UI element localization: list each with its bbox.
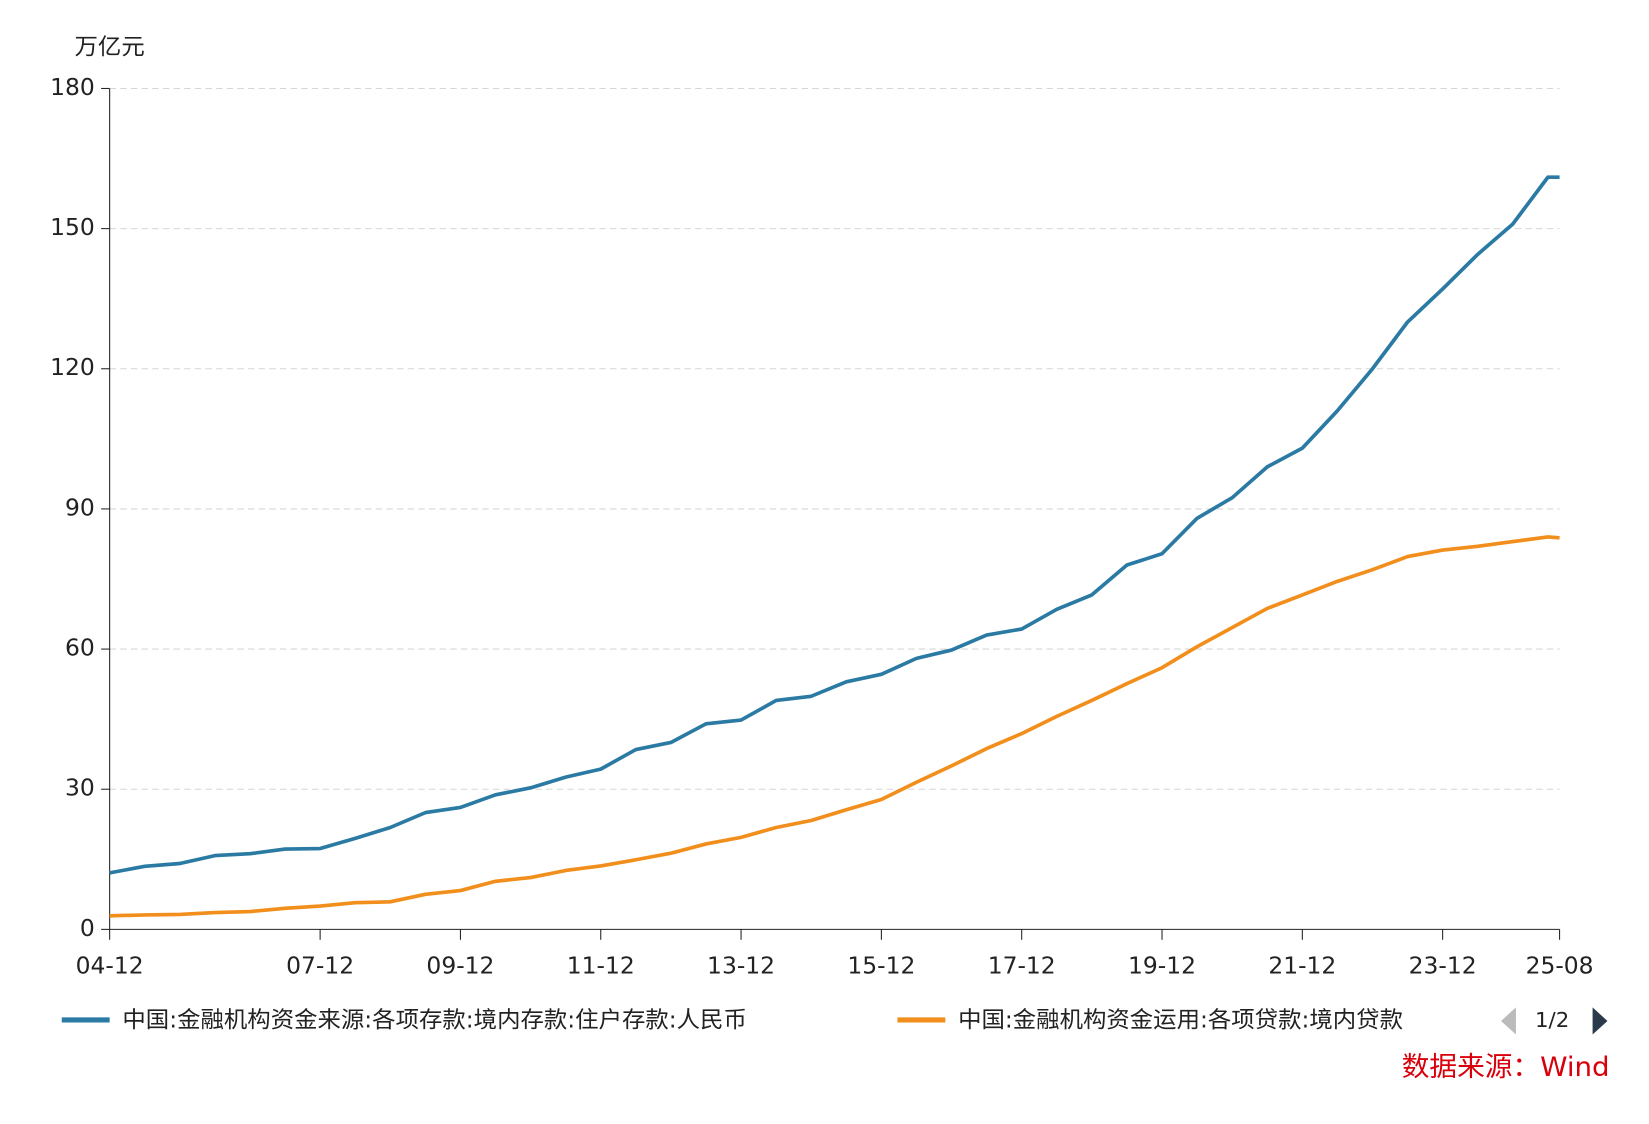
x-tick-label: 11-12	[567, 954, 635, 980]
y-tick-label: 180	[50, 75, 95, 101]
y-tick-label: 150	[50, 215, 95, 241]
x-tick-label: 19-12	[1128, 954, 1196, 980]
x-tick-label: 09-12	[426, 954, 494, 980]
y-axis-unit: 万亿元	[75, 35, 145, 61]
series-line	[109, 175, 1560, 875]
pager-next[interactable]	[1592, 1007, 1608, 1035]
x-tick-label: 07-12	[286, 954, 354, 980]
y-tick-label: 30	[65, 776, 95, 802]
x-tick-label: 25-08	[1526, 954, 1594, 980]
x-tick-label: 04-12	[76, 954, 144, 980]
legend-item[interactable]: 中国:金融机构资金运用:各项贷款:境内贷款	[897, 1008, 1403, 1034]
x-tick-label: 21-12	[1268, 954, 1336, 980]
x-tick-label: 15-12	[847, 954, 915, 980]
y-tick-label: 120	[50, 355, 95, 381]
x-tick-label: 23-12	[1409, 954, 1477, 980]
source: 数据来源：Wind	[1402, 1053, 1610, 1084]
series-line	[109, 535, 1560, 918]
legend-label: 中国:金融机构资金来源:各项存款:境内存款:住户存款:人民币	[122, 1008, 746, 1034]
y-tick-label: 0	[80, 916, 95, 942]
pager-prev[interactable]	[1501, 1007, 1516, 1035]
x-tick-label: 17-12	[988, 954, 1056, 980]
x-tick-label: 13-12	[707, 954, 775, 980]
y-tick-label: 90	[65, 496, 95, 522]
legend-label: 中国:金融机构资金运用:各项贷款:境内贷款	[958, 1008, 1403, 1034]
pager-text: 1/2	[1535, 1007, 1569, 1032]
y-tick-label: 60	[65, 636, 95, 662]
legend-item[interactable]: 中国:金融机构资金来源:各项存款:境内存款:住户存款:人民币	[61, 1008, 747, 1034]
